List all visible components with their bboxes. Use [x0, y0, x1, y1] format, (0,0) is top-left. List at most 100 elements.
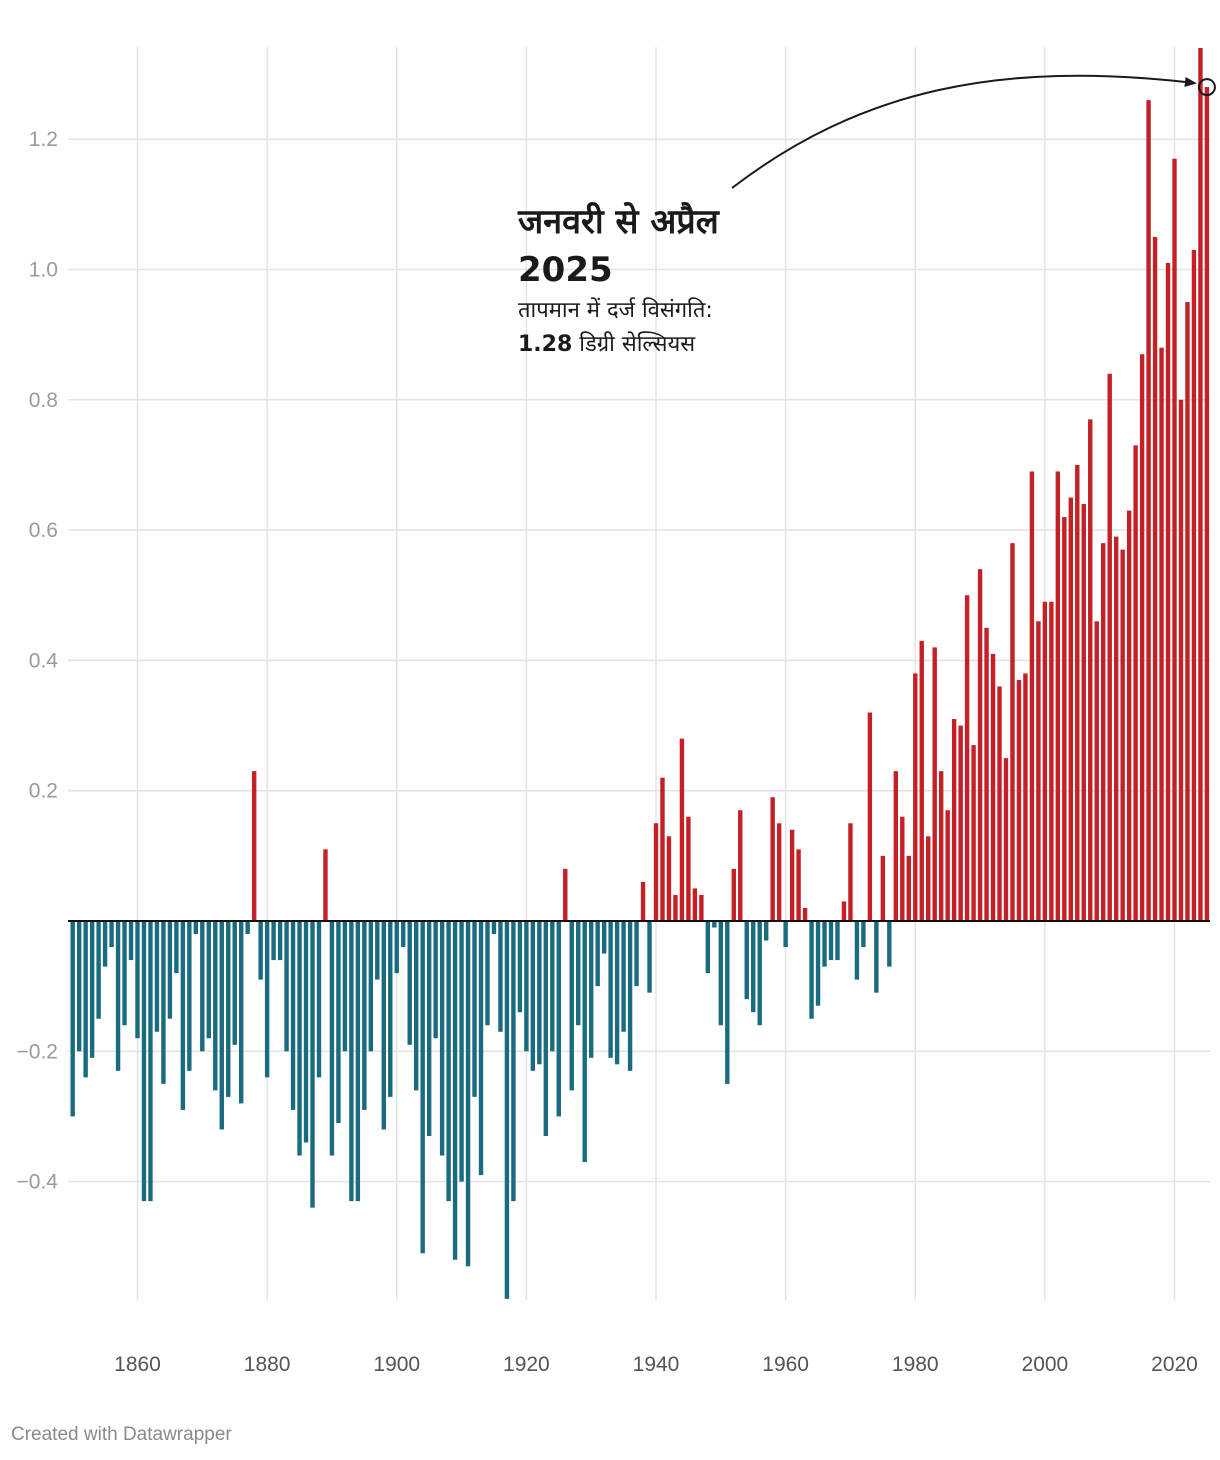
- bar-1993: [997, 686, 1002, 921]
- bar-1890: [329, 921, 335, 1156]
- bar-1985: [945, 810, 950, 922]
- bar-1893: [349, 921, 354, 1202]
- bars: [70, 47, 1210, 1299]
- bar-1905: [426, 921, 432, 1136]
- bar-1976: [887, 921, 892, 967]
- bar-1981: [919, 640, 924, 921]
- bar-1942: [666, 836, 672, 921]
- bar-1884: [290, 921, 296, 1110]
- x-tick-label: 1960: [762, 1353, 809, 1376]
- bar-1886: [303, 921, 309, 1143]
- bar-1888: [316, 921, 322, 1078]
- bar-1898: [381, 921, 386, 1130]
- bar-1902: [407, 921, 412, 1045]
- bar-1995: [1010, 543, 1015, 921]
- bar-2002: [1055, 471, 1061, 921]
- x-tick-label: 1880: [244, 1353, 291, 1376]
- bar-2001: [1049, 601, 1054, 921]
- bar-1910: [459, 921, 464, 1182]
- bar-1878: [251, 771, 257, 921]
- bar-1926: [563, 868, 568, 921]
- bar-1889: [323, 849, 328, 922]
- bar-2014: [1133, 445, 1138, 921]
- bar-1913: [478, 921, 484, 1176]
- bar-1868: [187, 921, 192, 1071]
- y-gridlines: [68, 138, 1210, 1183]
- bar-1927: [569, 921, 574, 1091]
- bar-1872: [213, 921, 218, 1091]
- bar-1929: [582, 921, 587, 1163]
- bar-2022: [1185, 302, 1190, 922]
- bar-1880: [264, 921, 270, 1078]
- bar-1874: [226, 921, 231, 1097]
- bar-2017: [1152, 236, 1158, 922]
- bar-1922: [537, 921, 542, 1065]
- bar-1901: [401, 921, 406, 948]
- annotation-label: तापमान में दर्ज विसंगति:: [518, 298, 713, 323]
- bar-1956: [757, 921, 762, 1026]
- bar-1931: [595, 921, 600, 987]
- bar-1883: [284, 921, 289, 1052]
- bar-1857: [115, 921, 121, 1071]
- bar-1977: [893, 771, 899, 921]
- bar-1907: [439, 921, 445, 1156]
- bar-2008: [1094, 621, 1099, 921]
- bar-1984: [938, 771, 944, 921]
- bar-2020: [1172, 158, 1177, 921]
- x-tick-label: 2020: [1151, 1353, 1198, 1376]
- y-tick-label: 0.2: [29, 780, 58, 803]
- bar-1965: [815, 921, 821, 1006]
- bar-1962: [796, 849, 801, 922]
- bar-1916: [498, 921, 503, 1032]
- bar-1870: [200, 921, 205, 1052]
- x-tick-label: 1980: [892, 1353, 939, 1376]
- bar-1881: [271, 921, 276, 961]
- bar-1853: [89, 921, 95, 1058]
- bar-1873: [219, 921, 224, 1130]
- bar-1988: [964, 595, 970, 921]
- bar-1928: [576, 921, 581, 1026]
- bar-1850: [70, 921, 75, 1117]
- bar-2016: [1146, 100, 1151, 922]
- bar-1852: [83, 921, 88, 1078]
- bar-1882: [277, 921, 283, 961]
- bar-1867: [180, 921, 186, 1110]
- bar-1953: [738, 810, 743, 922]
- bar-1912: [472, 921, 477, 1097]
- bar-1851: [76, 921, 82, 1052]
- bar-1939: [647, 921, 652, 993]
- bar-1996: [1016, 679, 1022, 921]
- bar-1938: [640, 881, 646, 921]
- bar-1947: [699, 894, 704, 921]
- bar-1879: [258, 921, 263, 980]
- bar-1934: [614, 921, 620, 1065]
- bar-2021: [1178, 399, 1184, 921]
- bar-1972: [861, 921, 866, 948]
- bar-1860: [135, 921, 140, 1039]
- bar-1933: [608, 921, 613, 1058]
- bar-1951: [725, 921, 730, 1084]
- x-axis-labels: 1860 1880 1900 1920 1940 1960 1980 2000 2020: [114, 1353, 1198, 1376]
- bar-1943: [673, 894, 678, 921]
- bar-1917: [504, 921, 510, 1299]
- bar-1861: [141, 921, 147, 1202]
- annotation-title: जनवरी से अप्रैल 2025: [518, 202, 719, 290]
- bar-2009: [1101, 543, 1106, 921]
- annotation-unit: डिग्री सेल्सियस: [579, 332, 696, 357]
- bar-1858: [122, 921, 127, 1026]
- annotation-arrow: [731, 74, 1197, 189]
- x-tick-label: 2000: [1022, 1353, 1069, 1376]
- bar-1950: [718, 921, 724, 1026]
- bar-1997: [1023, 673, 1028, 921]
- bar-2012: [1120, 549, 1125, 921]
- y-tick-label: 0.6: [29, 519, 58, 542]
- bar-1964: [809, 921, 814, 1019]
- bar-2000: [1042, 601, 1048, 921]
- bar-1936: [627, 921, 633, 1071]
- bar-1914: [485, 921, 490, 1026]
- bar-1963: [802, 907, 808, 921]
- bar-1866: [174, 921, 179, 974]
- bar-1900: [394, 921, 399, 974]
- x-tick-label: 1940: [633, 1353, 680, 1376]
- bar-1941: [660, 777, 665, 921]
